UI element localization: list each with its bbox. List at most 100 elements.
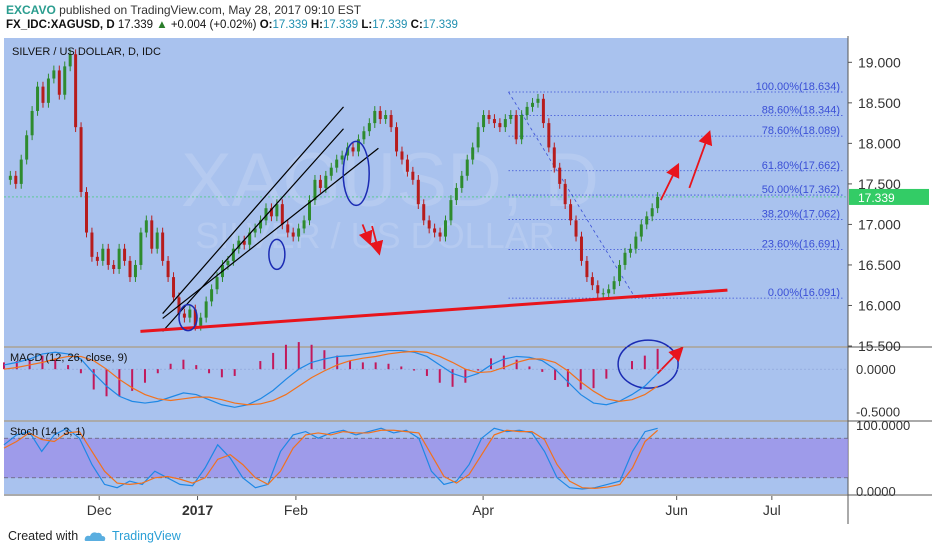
candle-body [362,131,366,140]
projection-arrow [358,224,373,246]
candle-body [248,232,252,245]
candle-body [215,277,219,290]
candle-body [579,236,583,261]
stoch-tick-label: 0.0000 [856,484,896,499]
candle-body [30,110,34,136]
stoch-title: Stoch (14, 3, 1) [10,426,85,438]
channel-line [162,106,344,314]
close-label: C: [410,19,423,31]
candle-body [36,86,40,111]
candle-body [601,293,605,295]
candle-body [14,175,18,184]
candle-body [356,139,360,152]
candle-body [182,313,186,318]
candle-body [74,54,78,128]
candle-body [280,204,284,225]
candle-body [253,228,257,233]
candle-body [346,147,350,156]
candle-body [623,252,627,265]
candle-body [166,260,170,278]
macd-signal-line [3,350,658,406]
price-tick-label: 18.500 [858,95,901,111]
candle-body [514,115,518,140]
high-value: 17.339 [323,19,359,31]
price-tick-label: 16.500 [858,257,901,273]
candle-body [476,127,480,148]
projection-arrow [369,225,384,256]
time-tick-label: Jun [665,502,688,518]
candle-body [291,232,295,237]
candle-body [242,240,246,245]
candle-body [367,123,371,132]
candle-body [308,200,312,221]
watermark-symbol: XAGUSD, D [181,138,599,223]
candle-body [95,256,99,261]
price-tick-label: 19.000 [858,54,901,70]
candle-body [123,248,127,261]
candle-body [161,232,165,261]
candle-body [612,281,616,290]
candle-body [52,70,56,79]
candle-body [422,204,426,221]
stoch-d-line [3,429,659,489]
candle-body [275,204,279,217]
time-tick-label: Jul [763,502,781,518]
close-value: 17.339 [422,19,458,31]
candle-body [68,54,72,67]
candle-body [373,110,377,124]
highlight-circle [268,238,286,271]
macd-line [3,349,659,408]
candle-body [541,98,545,124]
candle-body [297,228,301,237]
candle-body [416,179,420,205]
candle-body [487,115,491,120]
tradingview-link[interactable]: TradingView [112,529,181,543]
candle-body [101,248,105,261]
channel-line [162,128,344,332]
fib-level-label: 88.60%(18.344) [762,104,840,116]
candle-body [226,260,230,265]
fib-level-label: 61.80%(17.662) [762,160,840,172]
time-tick-label: Feb [284,502,308,518]
candle-body [150,220,154,249]
fib-level-label: 78.60%(18.089) [762,125,840,137]
price-tick-label: 15.500 [858,338,901,354]
price-tick-label: 17.500 [858,176,901,192]
fib-level-label: 38.20%(17.062) [762,208,840,220]
candle-body [324,175,328,188]
candle-body [329,167,333,176]
last-price-label: 17.339 [858,191,895,205]
candle-body [628,248,632,253]
macd-title: MACD (12, 26, close, 9) [10,352,127,364]
candle-body [384,115,388,120]
created-with-text: Created with [8,529,79,543]
low-label: L: [361,19,373,31]
candle-body [639,224,643,237]
candle-body [449,200,453,221]
candle-body [395,127,399,152]
highlight-circle [178,303,198,332]
candle-body [400,151,404,160]
candle-body [547,123,551,148]
high-label: H: [310,19,323,31]
candle-body [237,240,241,249]
macd-tick-label: -0.5000 [856,405,900,420]
candle-body [8,175,12,180]
candle-body [335,159,339,168]
candle-body [569,204,573,221]
candle-body [389,115,393,128]
candle-body [525,106,529,115]
candle-body [574,220,578,237]
candle-body [531,102,535,107]
chart-area[interactable]: XAGUSD, D SILVER / US DOLLAR 100.00%(18.6… [0,36,932,524]
candle-body [433,228,437,233]
candle-body [552,147,556,168]
published-text: published on TradingView.com, May 28, 20… [59,3,362,17]
open-label: O: [259,19,273,31]
price-tick-label: 17.000 [858,216,901,232]
price-change: +0.004 (+0.02%) [170,19,257,31]
time-tick-label: Dec [87,502,112,518]
candle-body [607,289,611,294]
author-name[interactable]: EXCAVO [6,3,56,17]
